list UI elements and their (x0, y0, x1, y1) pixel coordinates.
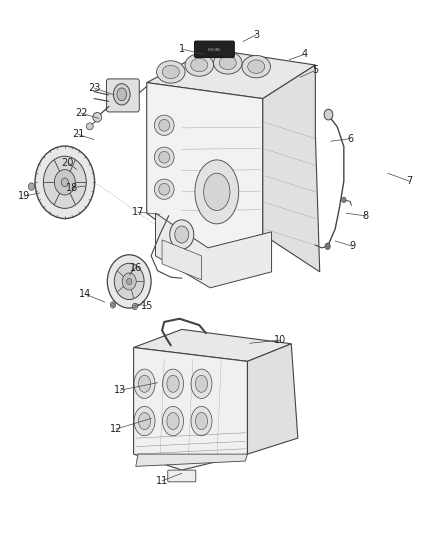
Ellipse shape (138, 413, 151, 430)
Ellipse shape (162, 406, 184, 436)
Ellipse shape (159, 151, 170, 163)
Ellipse shape (185, 54, 214, 76)
Ellipse shape (154, 147, 174, 167)
Circle shape (324, 109, 333, 120)
Ellipse shape (134, 369, 155, 399)
Ellipse shape (247, 60, 265, 74)
FancyBboxPatch shape (168, 470, 196, 482)
Text: 11: 11 (156, 476, 168, 486)
Ellipse shape (134, 406, 155, 436)
Circle shape (132, 303, 138, 310)
Text: 10: 10 (274, 335, 286, 345)
Text: 6: 6 (347, 134, 353, 143)
Circle shape (43, 156, 86, 208)
Ellipse shape (214, 52, 242, 74)
Polygon shape (134, 348, 247, 470)
Ellipse shape (159, 183, 170, 195)
FancyBboxPatch shape (106, 79, 139, 112)
Circle shape (107, 255, 151, 308)
Text: 20: 20 (62, 158, 74, 167)
Text: 16: 16 (130, 263, 142, 272)
Circle shape (325, 243, 330, 249)
Ellipse shape (86, 123, 93, 130)
Ellipse shape (175, 226, 189, 243)
Circle shape (114, 263, 144, 300)
Ellipse shape (191, 369, 212, 399)
Circle shape (110, 302, 116, 308)
Text: 22: 22 (75, 108, 87, 118)
Text: 9: 9 (350, 241, 356, 251)
FancyBboxPatch shape (194, 41, 234, 58)
Text: 7: 7 (406, 176, 413, 186)
Ellipse shape (195, 413, 208, 430)
Text: 1: 1 (179, 44, 185, 54)
Polygon shape (136, 454, 247, 466)
Ellipse shape (204, 173, 230, 211)
Ellipse shape (159, 119, 170, 131)
Ellipse shape (191, 406, 212, 436)
Text: 14: 14 (79, 289, 92, 299)
Text: 13: 13 (114, 385, 127, 395)
Polygon shape (162, 240, 201, 280)
Ellipse shape (154, 115, 174, 135)
Text: 8: 8 (363, 211, 369, 221)
Ellipse shape (156, 61, 185, 83)
Polygon shape (147, 49, 315, 99)
Circle shape (122, 273, 136, 290)
Circle shape (61, 178, 68, 187)
Circle shape (112, 303, 114, 306)
Ellipse shape (219, 56, 237, 70)
Text: 15: 15 (141, 301, 153, 311)
Text: 23: 23 (88, 83, 100, 93)
Circle shape (342, 197, 346, 203)
Text: 21: 21 (72, 130, 84, 139)
Ellipse shape (138, 375, 151, 392)
Circle shape (35, 146, 95, 219)
Text: 3: 3 (253, 30, 259, 39)
Ellipse shape (195, 160, 239, 224)
Text: 12: 12 (110, 424, 122, 434)
Ellipse shape (162, 65, 180, 79)
Text: 5: 5 (312, 66, 318, 75)
Ellipse shape (242, 55, 270, 78)
Polygon shape (247, 344, 298, 454)
Text: 17: 17 (132, 207, 144, 217)
Circle shape (127, 278, 132, 285)
Ellipse shape (191, 58, 208, 72)
Ellipse shape (93, 112, 102, 122)
Ellipse shape (113, 84, 130, 105)
Ellipse shape (195, 375, 208, 392)
Text: 4: 4 (301, 50, 307, 59)
Text: 19: 19 (18, 191, 30, 201)
Circle shape (54, 169, 75, 195)
Ellipse shape (170, 220, 194, 249)
Text: ENGINE: ENGINE (208, 47, 221, 52)
Ellipse shape (154, 179, 174, 199)
Ellipse shape (162, 369, 184, 399)
Ellipse shape (117, 88, 127, 101)
Ellipse shape (167, 375, 179, 392)
Ellipse shape (167, 413, 179, 430)
Polygon shape (263, 65, 320, 272)
Circle shape (134, 305, 136, 308)
Circle shape (28, 183, 35, 190)
Polygon shape (155, 213, 272, 288)
Polygon shape (134, 329, 291, 361)
Polygon shape (147, 83, 263, 252)
Text: 18: 18 (66, 183, 78, 192)
